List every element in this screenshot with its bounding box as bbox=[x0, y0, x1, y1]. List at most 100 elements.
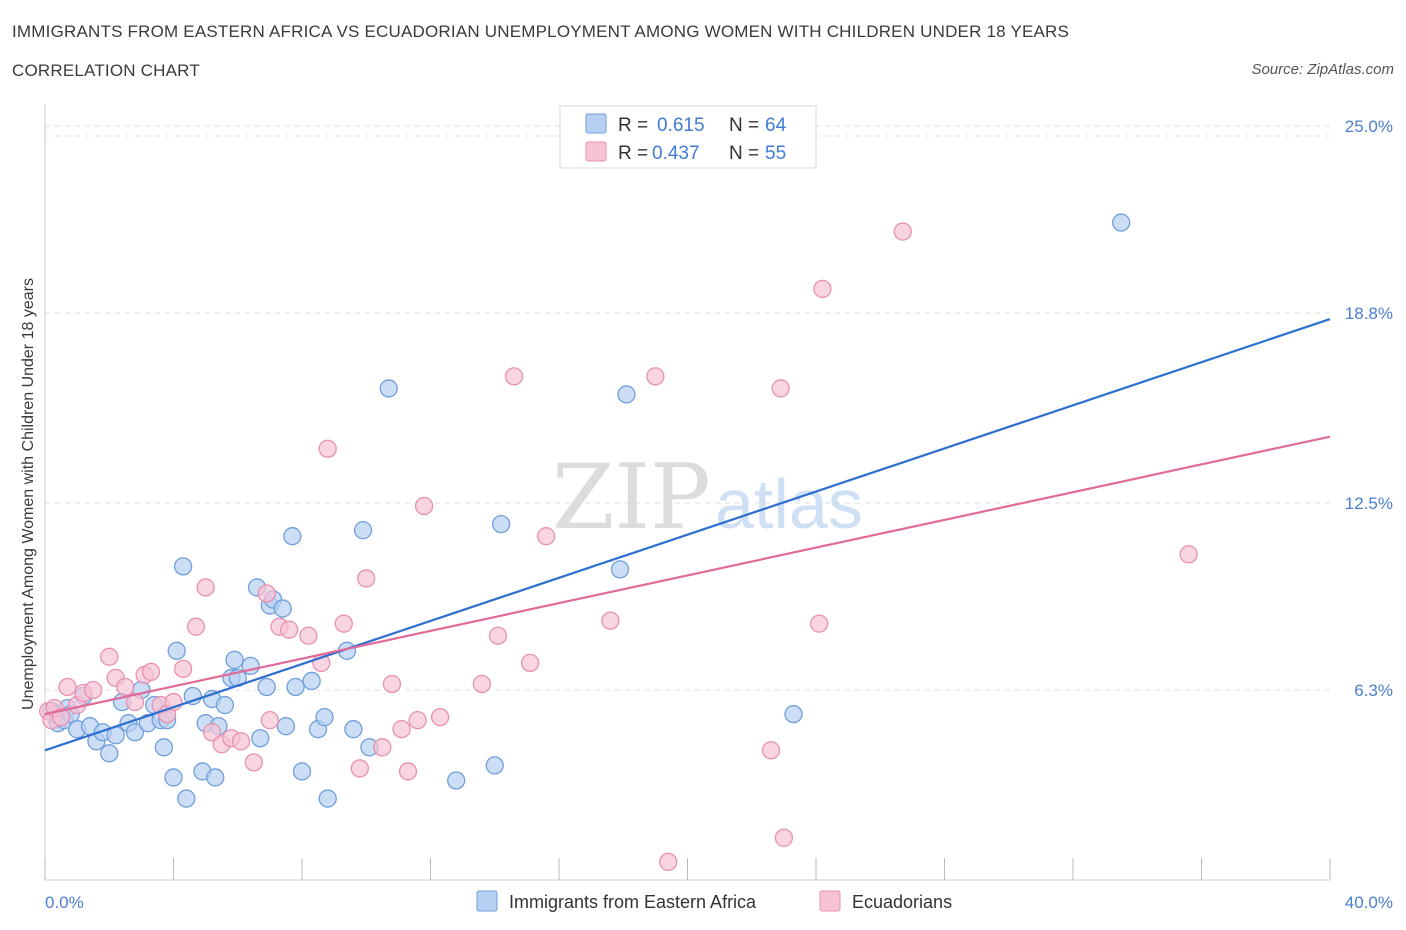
data-points bbox=[39, 213, 1198, 872]
point-blue-61 bbox=[617, 385, 636, 404]
point-blue-45 bbox=[283, 527, 302, 546]
point-pink-3 bbox=[51, 707, 71, 727]
point-blue-46 bbox=[286, 677, 305, 697]
point-pink-29 bbox=[299, 626, 318, 645]
legend-n-value-2: 55 bbox=[765, 143, 786, 164]
point-pink-56 bbox=[1179, 545, 1198, 564]
watermark-atlas: atlas bbox=[715, 465, 863, 543]
trend-line-blue bbox=[44, 318, 1331, 752]
point-pink-42 bbox=[472, 674, 492, 694]
legend-swatch-blue bbox=[585, 113, 607, 134]
point-pink-11 bbox=[125, 692, 145, 712]
point-pink-34 bbox=[357, 569, 376, 588]
point-pink-45 bbox=[520, 653, 540, 673]
point-pink-25 bbox=[257, 584, 276, 603]
point-pink-43 bbox=[488, 626, 508, 645]
point-blue-63 bbox=[1112, 213, 1131, 232]
legend-n-label-1: N = bbox=[729, 115, 759, 136]
point-pink-10 bbox=[116, 677, 135, 697]
point-blue-31 bbox=[206, 768, 225, 787]
point-blue-51 bbox=[318, 789, 337, 808]
y-tick-label-0: 6.3% bbox=[1354, 681, 1393, 700]
point-blue-25 bbox=[173, 557, 193, 576]
y-tick-labels: 6.3% 12.5% 18.8% 25.0% bbox=[1345, 117, 1393, 700]
point-pink-17 bbox=[173, 659, 193, 679]
point-pink-8 bbox=[100, 647, 119, 666]
point-pink-33 bbox=[350, 759, 369, 778]
point-pink-37 bbox=[392, 720, 411, 739]
point-blue-21 bbox=[154, 738, 174, 757]
point-blue-35 bbox=[225, 650, 244, 669]
x-tick-label-1: 40.0% bbox=[1345, 893, 1393, 912]
point-blue-58 bbox=[485, 756, 504, 775]
series-legend: Immigrants from Eastern Africa Ecuadoria… bbox=[476, 890, 952, 912]
point-pink-41 bbox=[430, 707, 450, 727]
point-pink-49 bbox=[659, 852, 678, 872]
grid-lines bbox=[45, 125, 1330, 691]
point-pink-19 bbox=[196, 578, 215, 597]
legend-n-label-2: N = bbox=[729, 143, 759, 164]
y-tick-label-3: 25.0% bbox=[1345, 117, 1393, 136]
point-pink-53 bbox=[810, 614, 829, 633]
point-blue-24 bbox=[167, 641, 186, 660]
point-pink-39 bbox=[408, 711, 427, 730]
y-tick-label-2: 18.8% bbox=[1345, 304, 1393, 323]
point-blue-57 bbox=[447, 771, 466, 790]
point-blue-43 bbox=[273, 599, 292, 618]
point-pink-48 bbox=[646, 367, 665, 386]
series-swatch-pink bbox=[819, 890, 841, 912]
point-blue-50 bbox=[315, 707, 334, 727]
point-blue-47 bbox=[292, 762, 312, 781]
point-pink-51 bbox=[771, 379, 790, 398]
point-blue-39 bbox=[251, 729, 270, 748]
y-axis-label: Unemployment Among Women with Children U… bbox=[20, 278, 37, 710]
point-pink-40 bbox=[414, 496, 434, 516]
point-blue-53 bbox=[344, 720, 363, 739]
watermark-zip: ZIP bbox=[552, 445, 711, 550]
point-pink-44 bbox=[504, 367, 524, 386]
watermark: ZIP atlas bbox=[552, 445, 863, 550]
series-label-pink: Ecuadorians bbox=[852, 892, 952, 912]
point-blue-48 bbox=[302, 671, 321, 691]
point-blue-26 bbox=[177, 789, 196, 808]
point-blue-23 bbox=[164, 768, 183, 787]
legend-n-value-1: 64 bbox=[765, 115, 787, 136]
point-pink-31 bbox=[318, 439, 337, 458]
legend-swatch-pink bbox=[585, 141, 607, 162]
legend-r-label-2: R = bbox=[618, 143, 648, 164]
point-pink-52 bbox=[774, 828, 794, 847]
point-pink-26 bbox=[260, 711, 280, 730]
legend-r-value-1: 0.615 bbox=[657, 115, 705, 136]
point-pink-24 bbox=[244, 753, 263, 772]
stats-legend: R = 0.615 N = 64 R = 0.437 N = 55 bbox=[559, 105, 817, 169]
point-blue-59 bbox=[492, 514, 511, 534]
series-label-blue: Immigrants from Eastern Africa bbox=[509, 892, 757, 912]
point-pink-20 bbox=[202, 723, 222, 742]
point-pink-36 bbox=[382, 674, 402, 694]
x-tick-label-0: 0.0% bbox=[45, 893, 84, 912]
point-pink-54 bbox=[813, 279, 832, 299]
point-pink-46 bbox=[537, 527, 556, 546]
point-blue-56 bbox=[379, 379, 398, 398]
point-blue-60 bbox=[610, 560, 630, 579]
trend-lines bbox=[44, 318, 1331, 752]
point-pink-47 bbox=[601, 611, 620, 630]
point-pink-23 bbox=[231, 732, 251, 751]
y-tick-label-1: 12.5% bbox=[1345, 494, 1393, 513]
point-blue-40 bbox=[257, 677, 276, 697]
point-pink-55 bbox=[893, 222, 912, 241]
point-pink-7 bbox=[84, 680, 103, 700]
trend-line-pink bbox=[44, 435, 1331, 716]
point-blue-44 bbox=[276, 717, 296, 736]
point-blue-33 bbox=[215, 695, 235, 715]
source-label: Source: ZipAtlas.com bbox=[1251, 61, 1394, 78]
point-blue-12 bbox=[100, 744, 119, 763]
point-blue-54 bbox=[353, 521, 373, 540]
point-blue-62 bbox=[784, 704, 803, 724]
chart-title: IMMIGRANTS FROM EASTERN AFRICA VS ECUADO… bbox=[12, 22, 1070, 41]
axes bbox=[44, 104, 1331, 881]
point-pink-13 bbox=[141, 662, 161, 682]
x-tick-labels: 0.0% 40.0% bbox=[45, 893, 1393, 912]
legend-r-value-2: 0.437 bbox=[652, 143, 700, 164]
